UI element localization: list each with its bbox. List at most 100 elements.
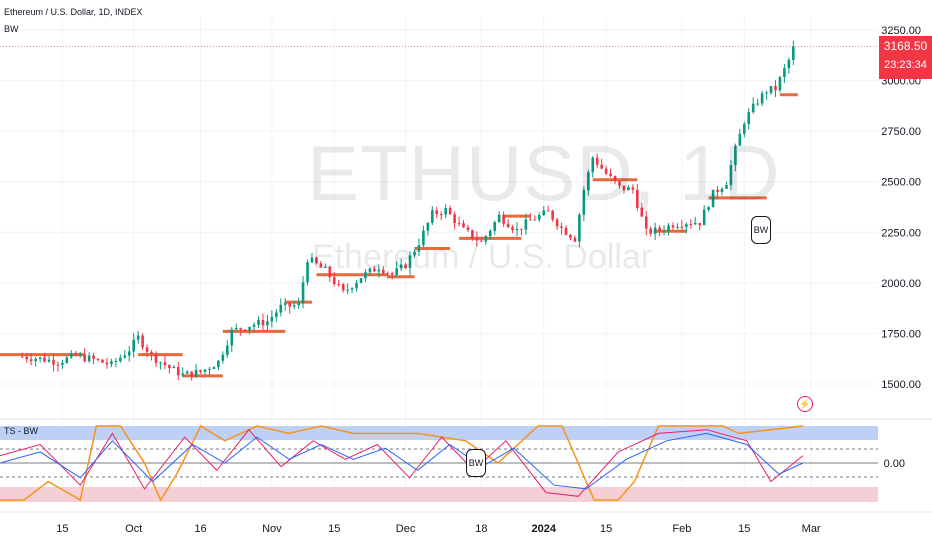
- candle-body: [52, 359, 55, 365]
- candle-body: [644, 216, 648, 229]
- y-tick-label: 2250.00: [881, 227, 921, 239]
- candle-body: [448, 208, 452, 215]
- candle-body: [61, 362, 64, 365]
- candle-body: [288, 302, 291, 307]
- candle-body: [399, 264, 403, 269]
- candle-body: [769, 86, 773, 93]
- candle-body: [301, 282, 305, 304]
- candle-body: [368, 268, 372, 273]
- candle-body: [373, 268, 376, 272]
- candle-body: [159, 362, 162, 364]
- candle-body: [185, 371, 189, 374]
- candle-body: [742, 124, 746, 134]
- candle-body: [275, 312, 278, 317]
- y-tick-label: 2750.00: [881, 126, 921, 138]
- bw-marker-sub: BW: [466, 449, 486, 477]
- candle-body: [720, 188, 724, 193]
- x-tick-label: Feb: [672, 523, 691, 535]
- x-tick-label: 18: [475, 523, 487, 535]
- bw-marker-main: BW: [751, 216, 771, 244]
- candle-body: [756, 103, 759, 105]
- lightning-alert-icon[interactable]: ⚡: [797, 396, 813, 412]
- candle-body: [765, 92, 768, 94]
- candle-body: [622, 185, 626, 191]
- candle-body: [747, 112, 751, 125]
- candle-body: [310, 257, 314, 263]
- candle-body: [475, 238, 479, 241]
- candle-body: [439, 214, 443, 216]
- candle-body: [685, 224, 688, 227]
- candle-body: [515, 228, 519, 231]
- candle-body: [364, 272, 367, 279]
- candle-body: [783, 68, 786, 78]
- candle-body: [751, 103, 755, 113]
- candle-body: [297, 303, 300, 306]
- candle-body: [600, 164, 603, 169]
- candle-body: [38, 357, 42, 359]
- candle-body: [292, 305, 296, 307]
- candle-body: [702, 209, 706, 226]
- candle-body: [190, 371, 193, 377]
- oscillator-series: [0, 428, 804, 497]
- candle-body: [74, 353, 78, 356]
- candle-body: [114, 361, 118, 363]
- candle-body: [671, 225, 675, 228]
- candle-body: [381, 269, 385, 274]
- candle-body: [34, 358, 37, 362]
- oversold-band: [0, 487, 878, 502]
- candle-body: [225, 345, 229, 355]
- candle-body: [573, 237, 577, 242]
- candle-body: [778, 77, 782, 91]
- candle-body: [324, 267, 327, 269]
- candle-body: [431, 210, 434, 223]
- candle-body: [234, 328, 238, 330]
- candle-body: [359, 278, 363, 283]
- candle-body: [578, 214, 581, 242]
- candle-body: [524, 219, 528, 230]
- y-tick-label: 2000.00: [881, 278, 921, 290]
- candle-body: [230, 329, 234, 346]
- candle-body: [257, 320, 260, 325]
- candle-body: [640, 207, 644, 217]
- sub-zero-label: 0.00: [884, 458, 905, 470]
- candle-body: [511, 227, 514, 231]
- candle-body: [676, 226, 679, 228]
- candle-body: [497, 214, 501, 223]
- candle-body: [163, 362, 167, 366]
- candle-body: [194, 369, 198, 377]
- candle-body: [328, 267, 332, 278]
- candle-body: [698, 223, 702, 226]
- indicator-label[interactable]: BW: [4, 24, 19, 34]
- x-tick-label: 15: [328, 523, 340, 535]
- candle-body: [533, 219, 537, 221]
- candle-body: [729, 165, 733, 186]
- overbought-band: [0, 426, 878, 440]
- candle-body: [315, 257, 318, 264]
- candle-body: [435, 210, 439, 215]
- candle-body: [43, 357, 46, 362]
- x-tick-label: Mar: [802, 523, 821, 535]
- candle-body: [408, 255, 412, 269]
- candle-body: [87, 355, 91, 362]
- y-tick-label: 3250.00: [881, 25, 921, 37]
- x-tick-label: 15: [600, 523, 612, 535]
- x-tick-label: 15: [738, 523, 750, 535]
- candle-body: [658, 227, 661, 231]
- bw-marker-sub-text: BW: [468, 458, 484, 468]
- candle-body: [506, 223, 510, 228]
- candle-body: [426, 222, 430, 231]
- candle-body: [101, 359, 104, 363]
- x-tick-label: Oct: [125, 523, 142, 535]
- candle-body: [484, 236, 488, 242]
- candle-body: [502, 214, 505, 224]
- candle-body: [689, 224, 693, 226]
- sub-indicator-label[interactable]: TS - BW: [4, 426, 38, 436]
- candle-body: [546, 210, 550, 212]
- candle-body: [493, 222, 497, 231]
- candle-body: [283, 302, 287, 305]
- candle-body: [29, 359, 33, 362]
- y-tick-label: 1750.00: [881, 328, 921, 340]
- candle-body: [390, 273, 394, 275]
